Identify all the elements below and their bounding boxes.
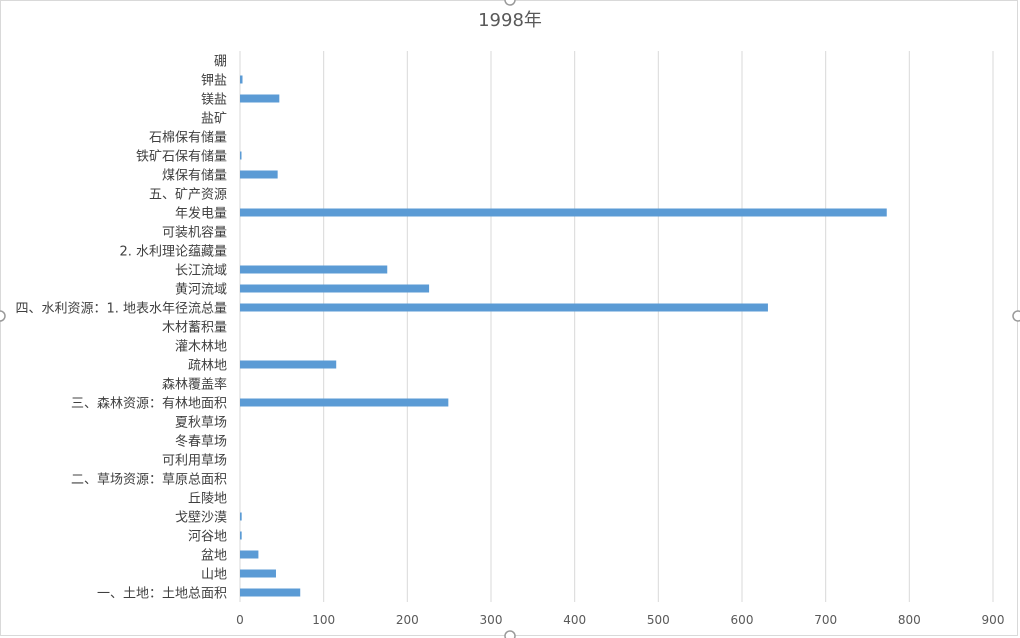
category-label: 四、水利资源：1. 地表水年径流总量 xyxy=(15,302,227,317)
resize-handle-top[interactable] xyxy=(504,0,516,6)
category-label: 黄河流域 xyxy=(175,283,227,298)
category-label: 钾盐 xyxy=(201,74,227,89)
category-label: 镁盐 xyxy=(201,93,227,108)
x-tick-label: 900 xyxy=(982,613,1005,627)
category-label: 硼 xyxy=(214,55,227,70)
x-tick-label: 200 xyxy=(396,613,419,627)
category-label: 夏秋草场 xyxy=(175,416,227,431)
x-tick-label: 600 xyxy=(731,613,754,627)
bar-0 xyxy=(240,588,301,597)
x-tick-label: 100 xyxy=(312,613,335,627)
bar-10 xyxy=(240,398,449,407)
category-label: 一、土地：土地总面积 xyxy=(97,587,227,602)
bar-27 xyxy=(240,75,243,84)
x-tick-label: 800 xyxy=(898,613,921,627)
bar-1 xyxy=(240,569,276,578)
category-label: 盐矿 xyxy=(201,112,227,127)
category-label: 木材蓄积量 xyxy=(162,321,227,336)
bar-15 xyxy=(240,303,768,312)
x-tick-label: 400 xyxy=(563,613,586,627)
x-tick-label: 300 xyxy=(480,613,503,627)
category-label: 三、森林资源：有林地面积 xyxy=(71,397,227,412)
category-label: 可装机容量 xyxy=(162,225,227,241)
x-tick-label: 0 xyxy=(236,613,244,627)
category-label: 年发电量 xyxy=(175,206,227,222)
category-label: 2. 水利理论蕴藏量 xyxy=(119,245,227,260)
category-label: 山地 xyxy=(201,568,227,583)
x-tick-label: 500 xyxy=(647,613,670,627)
chart-title: 1998年 xyxy=(478,10,542,31)
resize-handle-bottom[interactable] xyxy=(504,630,516,638)
category-label: 长江流域 xyxy=(175,264,227,279)
bar-26 xyxy=(240,94,280,103)
category-label: 灌木林地 xyxy=(175,340,227,355)
resize-handle-right[interactable] xyxy=(1012,310,1020,322)
category-label: 二、草场资源：草原总面积 xyxy=(71,473,227,488)
category-label: 河谷地 xyxy=(188,530,227,545)
category-label: 盆地 xyxy=(201,549,227,564)
category-label: 丘陵地 xyxy=(188,492,227,507)
category-label: 五、矿产资源 xyxy=(149,188,227,203)
category-label: 可利用草场 xyxy=(162,454,227,469)
category-label: 铁矿石保有储量 xyxy=(136,150,227,165)
bar-12 xyxy=(240,360,337,369)
x-tick-label: 700 xyxy=(814,613,837,627)
category-label: 森林覆盖率 xyxy=(162,377,227,393)
bar-2 xyxy=(240,550,259,559)
bar-3 xyxy=(240,531,242,540)
bar-17 xyxy=(240,265,388,274)
bar-4 xyxy=(240,512,242,521)
category-label: 戈壁沙漠 xyxy=(175,511,227,526)
category-label: 冬春草场 xyxy=(175,434,227,450)
bar-16 xyxy=(240,284,430,293)
category-label: 煤保有储量 xyxy=(162,169,227,184)
category-label: 石棉保有储量 xyxy=(149,131,227,146)
bar-22 xyxy=(240,170,278,179)
bar-20 xyxy=(240,208,887,217)
resize-handle-left[interactable] xyxy=(0,310,6,322)
bar-23 xyxy=(240,151,242,160)
category-label: 疏林地 xyxy=(188,359,227,374)
